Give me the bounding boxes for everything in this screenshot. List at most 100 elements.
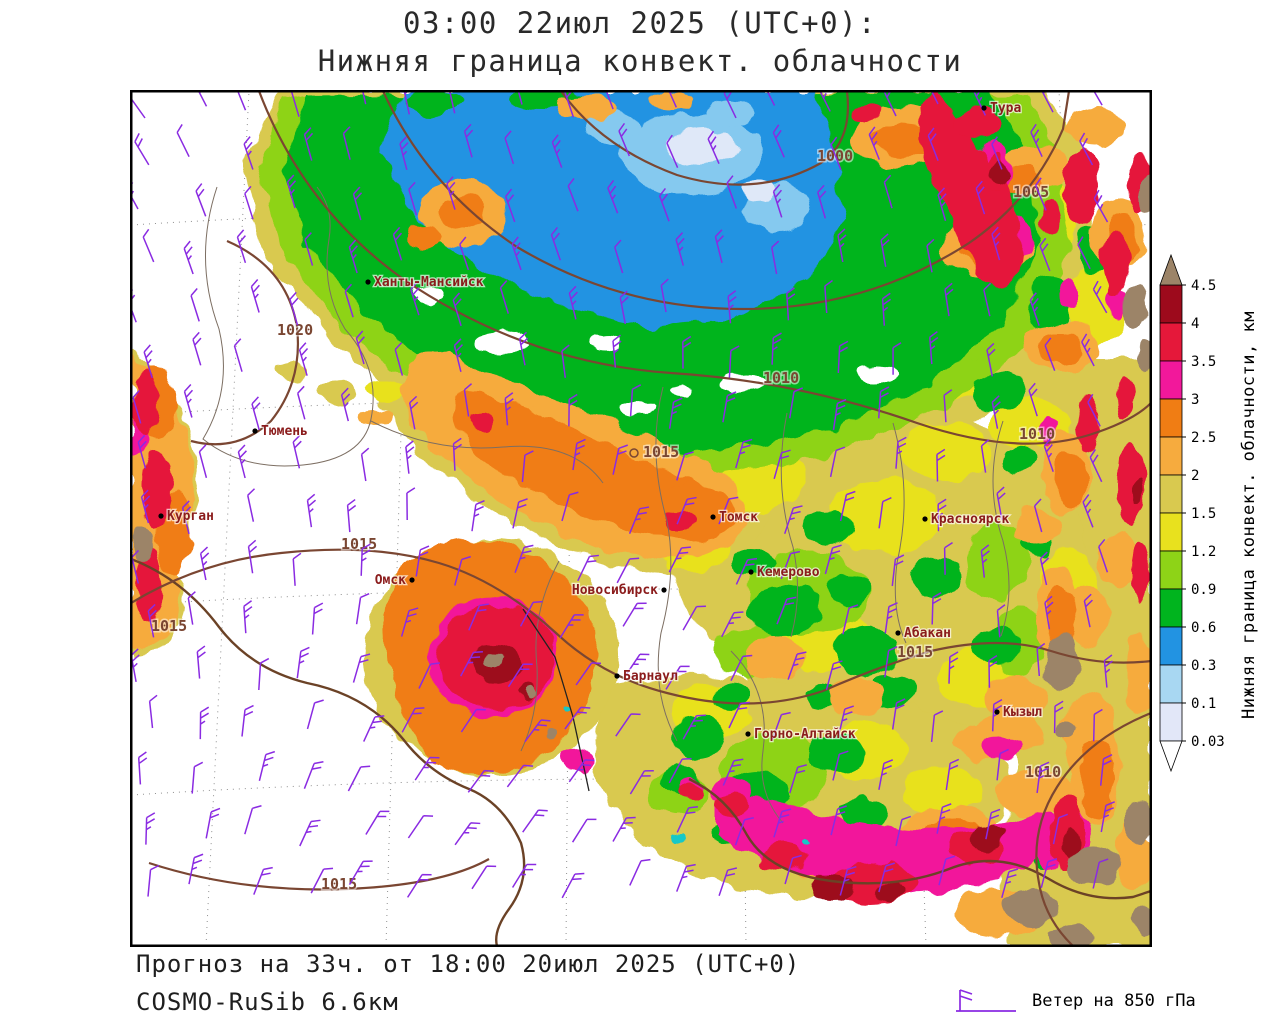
wind-barb [522,809,548,833]
wind-barb [504,130,515,165]
wind-barb [147,603,157,638]
wind-barb [718,867,738,897]
wind-barb [145,812,156,845]
isobars [131,91,1151,946]
wind-barb [1081,333,1095,367]
wind-barb [400,607,419,637]
wind-barb [616,557,640,584]
wind-barb [884,602,898,634]
wind-barb [286,174,297,209]
wind-barb [463,123,474,158]
wind-barb [190,287,200,322]
wind-barb [895,436,907,469]
wind-barb [514,544,534,574]
wind-barb [298,342,309,376]
wind-barb [784,854,802,885]
wind-barb [181,500,192,535]
wind-barb [405,440,415,474]
wind-barb [829,446,846,478]
wind-barb [839,490,856,522]
wind-barb [612,444,628,475]
wind-barb [1083,593,1093,628]
wind-barb [410,281,420,316]
isobar-label: 1010 [1019,425,1055,443]
wind-barb [1043,438,1054,472]
wind-barb [936,803,952,834]
wind-barb [1093,189,1109,223]
wind-barb [311,602,324,635]
wind-barb [878,862,896,893]
wind-barb [253,866,273,895]
wind-barb [401,707,425,733]
wind-barb [571,818,597,843]
wind-barb [945,758,960,791]
wind-barb [360,543,371,576]
legend-tick-label: 4.5 [1191,278,1216,294]
wind-barb [614,239,624,274]
wind-barb [883,174,893,209]
page-title: 03:00 22июл 2025 (UTC+0): Нижняя граница… [0,4,1280,80]
wind-barb [789,764,808,794]
wind-barb [825,660,843,690]
wind-barb [258,750,276,781]
legend-color-band [1159,664,1183,704]
legend-color-band [1159,474,1183,514]
wind-barb [243,136,254,170]
wind-barb [773,449,791,480]
wind-barb [1029,292,1040,326]
admin-boundaries [202,186,1010,824]
legend-color-band [1159,360,1183,400]
city-label: Ханты-Мансийск [374,275,484,290]
isobar-label: 1015 [643,443,679,461]
wind-barb [290,91,300,117]
wind-barb [289,291,299,326]
wind-barb [348,239,358,274]
wind-barb [575,662,602,686]
city-dot [745,731,751,737]
wind-barb [355,330,365,365]
wind-barb [988,654,998,688]
wind-barb [1089,449,1103,483]
wind-barb [1033,498,1043,533]
wind-barb [707,130,720,165]
legend-color-band [1159,322,1183,362]
wind-barb [880,233,890,267]
wind-barb [199,706,210,740]
wind-barb [247,488,256,522]
wind-barb [1030,123,1043,158]
legend-color-band [1159,436,1183,476]
map-frame: 1000 1005 1010 1010 1020 1015 1015 1015 1015 1015… [130,90,1152,947]
wind-barb [131,176,139,210]
wind-barb [244,805,262,835]
city-label: Красноярск [931,512,1009,527]
wind-barb [676,451,694,481]
wind-barb [878,759,894,790]
wind-barb [559,614,584,639]
city-dot [614,673,620,679]
wind-barb [1087,393,1101,427]
wind-barb [1044,337,1056,371]
wind-barb [839,865,857,896]
wind-barb [675,232,685,266]
city-label: Кемерово [757,565,820,580]
legend-color-band [1159,626,1183,666]
wind-barb [629,770,654,795]
wind-barb [132,389,142,424]
wind-barb [1100,801,1115,833]
legend-tick-label: 0.3 [1191,658,1216,674]
wind-barb [147,864,160,897]
wind-barb [780,550,801,580]
wind-barb [1077,236,1091,270]
city-dot [365,279,371,285]
wind-barb [1092,280,1108,314]
wind-barb [577,554,599,582]
wind-barb [408,395,419,430]
wind-barb [728,345,740,378]
city-label: Новосибирск [572,583,658,598]
city-label: Омск [375,573,406,588]
wind-barb [936,448,946,482]
city-label: Кызыл [1003,705,1042,720]
wind-barb [1092,858,1109,889]
wind-barb [881,292,892,326]
